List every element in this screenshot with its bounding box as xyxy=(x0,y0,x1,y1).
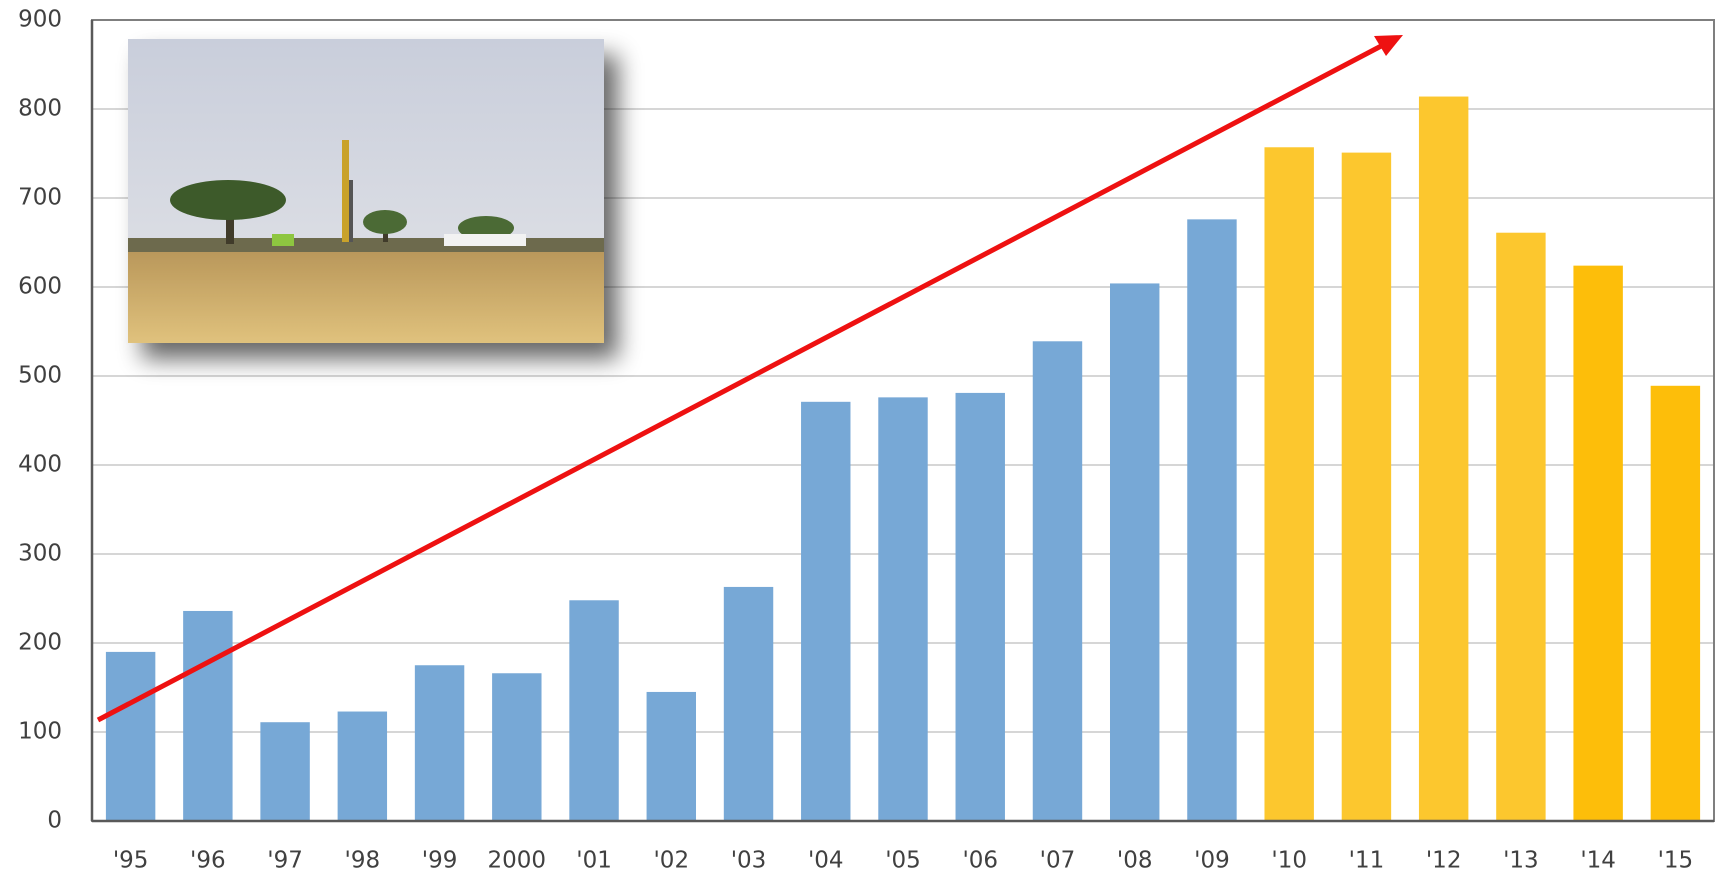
y-tick-label: 0 xyxy=(47,808,62,834)
bar xyxy=(1419,97,1468,821)
bar xyxy=(183,611,232,821)
y-tick-label: 500 xyxy=(18,363,62,389)
bar xyxy=(1496,233,1545,821)
x-tick-label: '13 xyxy=(1503,848,1539,874)
y-tick-label: 800 xyxy=(18,96,62,122)
bar xyxy=(878,397,927,821)
bar xyxy=(106,652,155,821)
x-tick-label: '99 xyxy=(422,848,458,874)
bar xyxy=(1033,341,1082,821)
bar xyxy=(569,600,618,821)
bar xyxy=(1187,219,1236,821)
x-tick-label: '14 xyxy=(1580,848,1616,874)
bar xyxy=(1342,153,1391,821)
bar xyxy=(1573,266,1622,821)
x-tick-label: '01 xyxy=(576,848,612,874)
bar xyxy=(338,712,387,821)
photo xyxy=(128,39,604,343)
x-tick-label: '15 xyxy=(1658,848,1694,874)
bar xyxy=(260,722,309,821)
bar xyxy=(724,587,773,821)
y-tick-label: 900 xyxy=(18,7,62,33)
x-tick-label: '12 xyxy=(1426,848,1462,874)
x-tick-label: '09 xyxy=(1194,848,1230,874)
bar xyxy=(956,393,1005,821)
x-tick-label: '04 xyxy=(808,848,844,874)
x-tick-label: '95 xyxy=(113,848,149,874)
bar xyxy=(492,673,541,821)
y-tick-label: 400 xyxy=(18,452,62,478)
x-tick-label: '98 xyxy=(345,848,381,874)
x-tick-label: '06 xyxy=(962,848,998,874)
chart: 0 100 200 300 400 500 600 700 800 900 '95 '96 '97 '98… xyxy=(0,0,1717,882)
x-tick-label: 2000 xyxy=(488,848,547,874)
bar xyxy=(801,402,850,821)
page: {"chart_data": {"type": "bar", "categori… xyxy=(0,0,1717,882)
x-tick-label: '07 xyxy=(1040,848,1076,874)
bar xyxy=(415,665,464,821)
x-tick-label: '05 xyxy=(885,848,921,874)
x-tick-label: '02 xyxy=(653,848,689,874)
y-tick-label: 700 xyxy=(18,185,62,211)
y-tick-label: 300 xyxy=(18,541,62,567)
x-tick-label: '03 xyxy=(731,848,767,874)
x-tick-label: '97 xyxy=(267,848,303,874)
y-tick-label: 600 xyxy=(18,274,62,300)
bar xyxy=(1264,147,1313,821)
y-tick-label: 100 xyxy=(18,719,62,745)
x-tick-label: '08 xyxy=(1117,848,1153,874)
y-tick-label: 200 xyxy=(18,630,62,656)
bar xyxy=(1651,386,1700,821)
bar xyxy=(1110,283,1159,821)
x-tick-label: '96 xyxy=(190,848,226,874)
x-tick-label: '11 xyxy=(1349,848,1385,874)
x-tick-label: '10 xyxy=(1271,848,1307,874)
bar xyxy=(647,692,696,821)
